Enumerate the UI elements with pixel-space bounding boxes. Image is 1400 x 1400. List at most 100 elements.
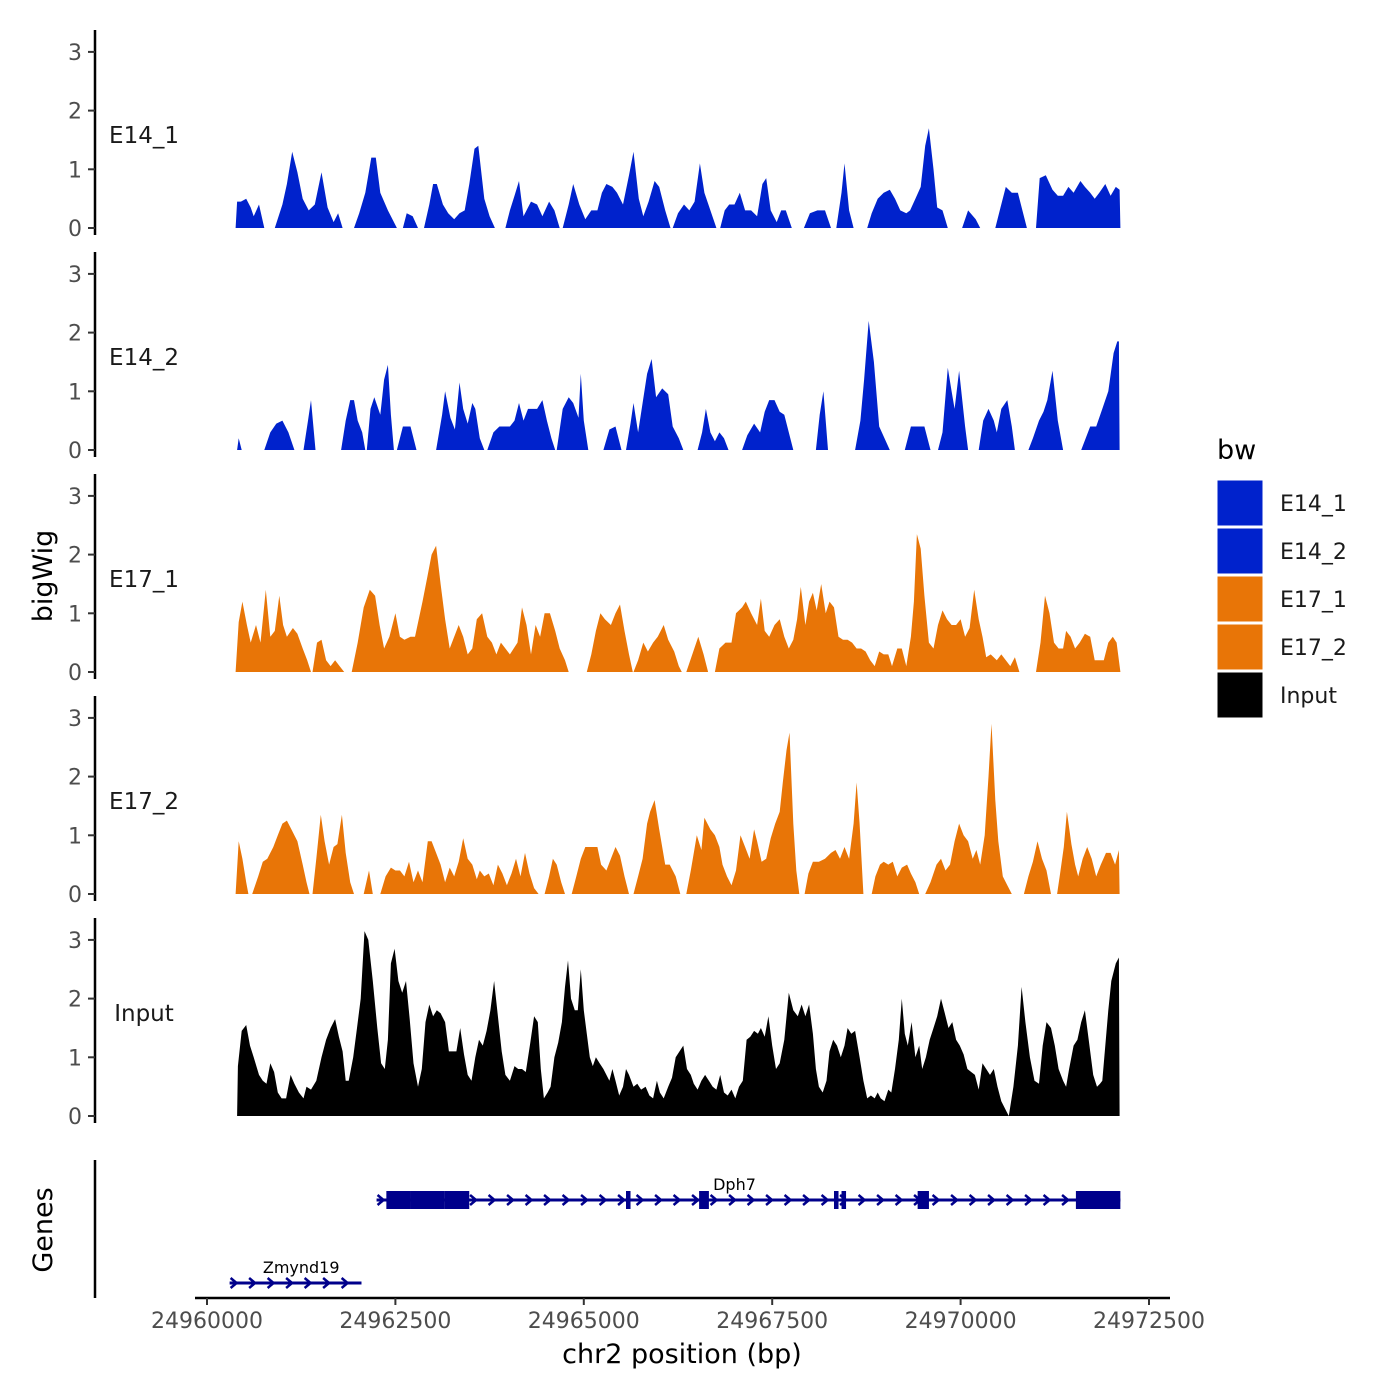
- strand-arrow: [987, 1194, 997, 1206]
- strand-arrow: [691, 1194, 701, 1206]
- strand-arrow: [322, 1277, 332, 1289]
- exon-block: [444, 1191, 470, 1209]
- x-tick-label: 24967500: [716, 1309, 828, 1334]
- gene-label: Zmynd19: [263, 1258, 340, 1277]
- strand-arrow: [968, 1194, 978, 1206]
- y-tick-label: 2: [68, 544, 82, 569]
- legend-swatch: [1216, 623, 1264, 671]
- y-tick-label: 3: [68, 41, 82, 66]
- signal-area-e14_1: [235, 128, 1121, 228]
- track-label: E14_2: [109, 345, 179, 371]
- gene-dph7: Dph7: [376, 1175, 1121, 1209]
- strand-arrow: [820, 1194, 830, 1206]
- signal-area-input: [237, 931, 1120, 1116]
- track-panel: 0 1 2 3 Input: [68, 918, 1120, 1130]
- exon-block: [841, 1191, 847, 1209]
- y-tick-label: 2: [68, 322, 82, 347]
- y-axis-title: bigWig: [28, 530, 59, 623]
- y-tick-label: 1: [68, 158, 82, 183]
- strand-arrow: [783, 1194, 793, 1206]
- strand-arrow: [1042, 1194, 1052, 1206]
- strand-arrow: [469, 1194, 479, 1206]
- legend-swatch: [1216, 575, 1264, 623]
- y-tick-label: 2: [68, 100, 82, 125]
- strand-arrow: [266, 1277, 276, 1289]
- strand-arrow: [802, 1194, 812, 1206]
- gene-annotation-track: Zmynd19 Dph7: [93, 1160, 1121, 1298]
- legend-swatch: [1216, 479, 1264, 527]
- strand-arrow: [894, 1194, 904, 1206]
- exon-block: [833, 1191, 839, 1209]
- legend: bw E14_1 E14_2 E17_1 E17_2 Input: [1216, 435, 1347, 719]
- genes-axis-title: Genes: [28, 1187, 59, 1272]
- exon-block: [699, 1191, 709, 1209]
- y-tick-label: 1: [68, 824, 82, 849]
- track-label: E14_1: [109, 123, 179, 149]
- track-panel: 0 1 2 3 E14_2: [68, 252, 1120, 464]
- y-tick-label: 3: [68, 263, 82, 288]
- signal-area-e14_2: [237, 320, 1120, 450]
- legend-swatch: [1216, 671, 1264, 719]
- strand-arrow: [524, 1194, 534, 1206]
- y-tick-label: 3: [68, 485, 82, 510]
- x-tick-label: 24962500: [339, 1309, 451, 1334]
- track-label: E17_1: [109, 567, 179, 593]
- signal-area-e17_2: [235, 723, 1120, 894]
- strand-arrow: [1061, 1194, 1071, 1206]
- y-tick-label: 3: [68, 929, 82, 954]
- strand-arrow: [561, 1194, 571, 1206]
- exon-block: [386, 1191, 411, 1209]
- track-panel: 0 1 2 3 E14_1: [68, 30, 1121, 242]
- signal-tracks: 0 1 2 3 E14_1 0 1 2 3 E14_2 0 1 2 3 E17_1 0 1 2 3 E17_2 0 1 2 3…: [68, 30, 1121, 1130]
- legend-swatch: [1216, 527, 1264, 575]
- strand-arrow: [728, 1194, 738, 1206]
- strand-arrow: [672, 1194, 682, 1206]
- x-tick-label: 24965000: [528, 1309, 640, 1334]
- x-axis-title: chr2 position (bp): [562, 1339, 802, 1370]
- exon-block: [1075, 1191, 1121, 1209]
- strand-arrow: [340, 1277, 350, 1289]
- strand-arrow: [635, 1194, 645, 1206]
- strand-arrow: [765, 1194, 775, 1206]
- y-tick-label: 0: [68, 439, 82, 464]
- track-panel: 0 1 2 3 E17_2: [68, 696, 1120, 908]
- legend-label: Input: [1280, 684, 1337, 709]
- track-label: E17_2: [109, 789, 179, 815]
- gene-zmynd19: Zmynd19: [229, 1258, 362, 1289]
- x-tick-label: 24970000: [905, 1309, 1017, 1334]
- y-tick-label: 0: [68, 661, 82, 686]
- strand-arrow: [1005, 1194, 1015, 1206]
- legend-title: bw: [1217, 435, 1256, 466]
- x-tick-label: 24960000: [151, 1309, 263, 1334]
- strand-arrow: [506, 1194, 516, 1206]
- y-tick-label: 2: [68, 766, 82, 791]
- strand-arrow: [580, 1194, 590, 1206]
- legend-label: E14_1: [1280, 492, 1347, 517]
- exon-block: [917, 1191, 929, 1209]
- strand-arrow: [487, 1194, 497, 1206]
- strand-arrow: [543, 1194, 553, 1206]
- exon-block: [410, 1191, 445, 1209]
- y-tick-label: 3: [68, 707, 82, 732]
- strand-arrow: [617, 1194, 627, 1206]
- strand-arrow: [709, 1194, 719, 1206]
- strand-arrow: [746, 1194, 756, 1206]
- strand-arrow: [876, 1194, 886, 1206]
- strand-arrow: [931, 1194, 941, 1206]
- y-tick-label: 0: [68, 883, 82, 908]
- legend-label: E17_1: [1280, 588, 1347, 613]
- strand-arrow: [376, 1194, 386, 1206]
- x-tick-label: 24972500: [1093, 1309, 1205, 1334]
- track-label: Input: [114, 1001, 174, 1027]
- x-axis: 24960000 24962500 24965000 24967500 24970000…: [151, 1296, 1205, 1334]
- y-tick-label: 0: [68, 1105, 82, 1130]
- y-tick-label: 1: [68, 380, 82, 405]
- gene-label: Dph7: [713, 1175, 756, 1194]
- track-panel: 0 1 2 3 E17_1: [68, 474, 1121, 686]
- signal-area-e17_1: [235, 534, 1121, 672]
- strand-arrow: [857, 1194, 867, 1206]
- strand-arrow: [654, 1194, 664, 1206]
- strand-arrow: [598, 1194, 608, 1206]
